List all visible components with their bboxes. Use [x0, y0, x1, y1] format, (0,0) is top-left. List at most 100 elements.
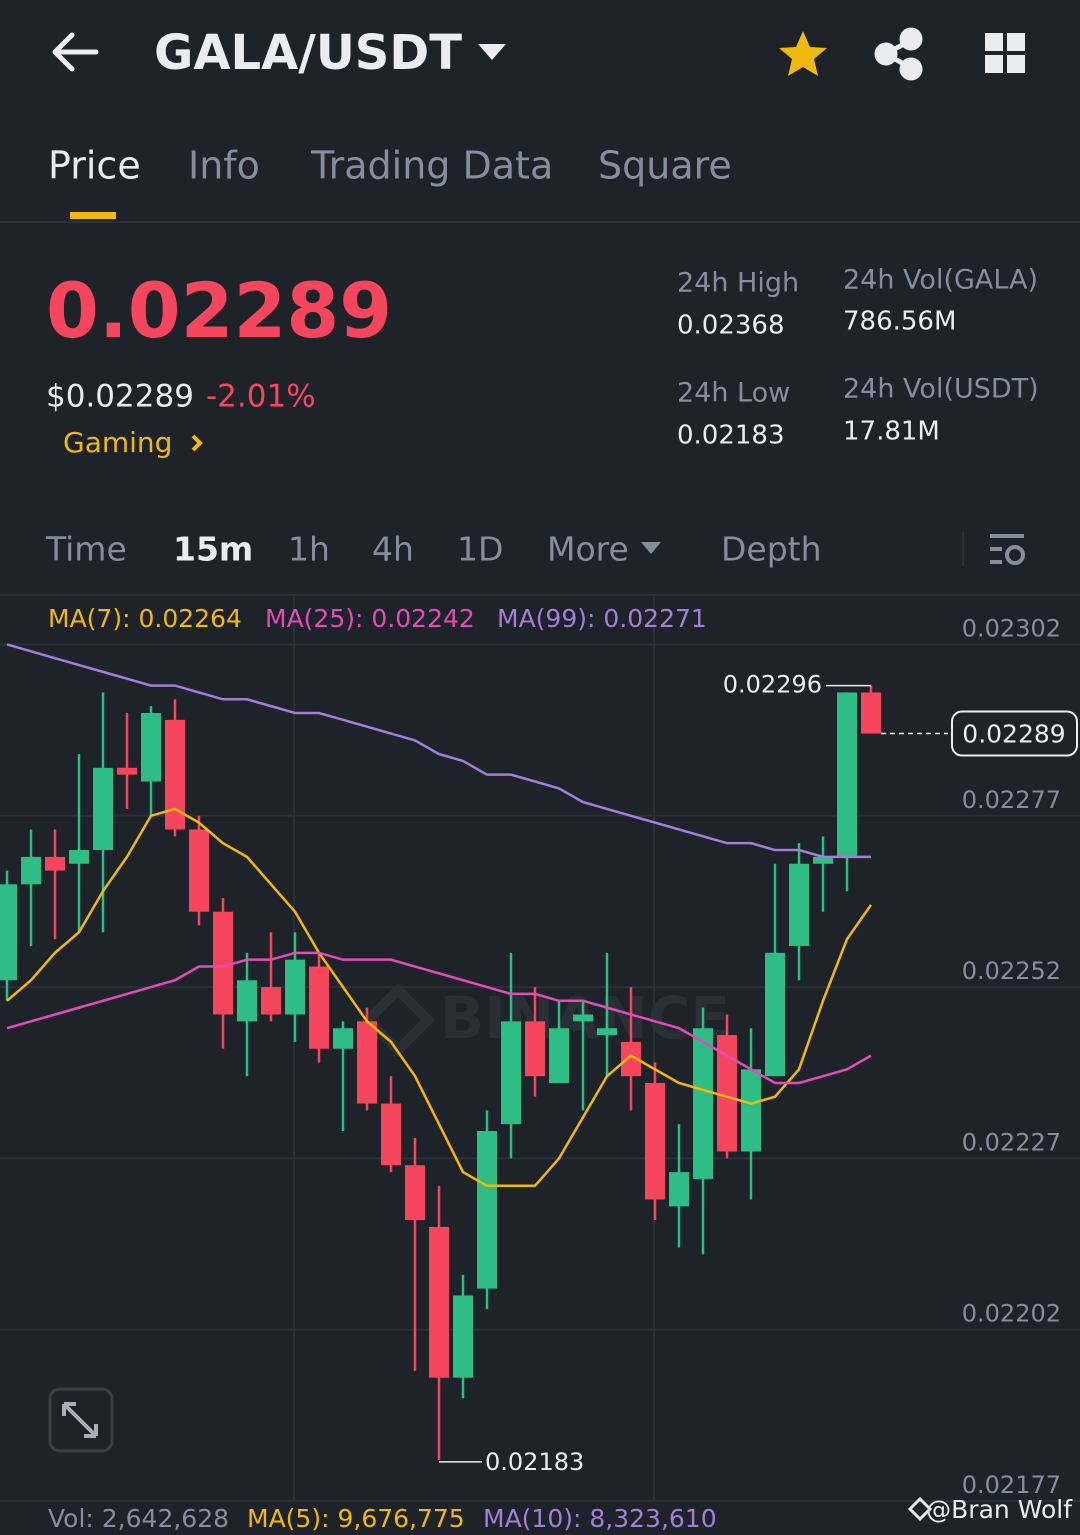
grid-menu[interactable] — [985, 33, 1025, 73]
price-change: -2.01% — [206, 379, 316, 415]
candle-body — [69, 850, 89, 864]
divider — [0, 594, 1080, 596]
candle-body — [813, 856, 833, 864]
candle-body — [189, 829, 209, 912]
volume-ma: MA(10): 8,323,610 — [483, 1504, 717, 1533]
ma-legend-name: MA(99): — [497, 604, 595, 633]
candle-body — [213, 911, 233, 1015]
volume-ma: MA(5): 9,676,775 — [247, 1504, 465, 1533]
stat-label: 24h Vol(GALA) — [843, 265, 1038, 296]
ma-legend-name: MA(7): — [48, 604, 131, 633]
tab[interactable]: Square — [598, 144, 732, 188]
candle-body — [453, 1295, 473, 1378]
favorite-star[interactable] — [779, 31, 827, 76]
candle-body — [357, 1021, 377, 1104]
candle-body — [549, 1028, 569, 1084]
candle-body — [333, 1028, 353, 1049]
chart-settings[interactable] — [990, 534, 1025, 565]
tab[interactable]: Info — [188, 144, 260, 188]
stat-label: 24h Vol(USDT) — [843, 374, 1039, 405]
candle-body — [525, 1021, 545, 1077]
candle-body — [309, 966, 329, 1049]
y-tick-label: 0.02252 — [962, 957, 1061, 985]
ma-legend: MA(7): 0.02264 — [48, 604, 242, 633]
stat-label: 24h Low — [677, 378, 790, 409]
candle-body — [645, 1083, 665, 1200]
candle-body — [789, 863, 809, 946]
candle-body — [693, 1028, 713, 1179]
ma-line — [6, 807, 873, 1188]
ma-legend-name: MA(25): — [265, 604, 363, 633]
y-tick-label: 0.02227 — [962, 1128, 1061, 1156]
ma-legend: MA(25): 0.02242 — [265, 604, 475, 633]
volume-info: Vol: 2,642,628 — [48, 1504, 229, 1533]
candle-body — [381, 1103, 401, 1166]
y-tick-label: 0.02177 — [962, 1471, 1061, 1499]
y-tick-label: 0.02277 — [962, 786, 1061, 814]
candle-body — [597, 1028, 617, 1036]
usd-price: $0.02289 — [46, 379, 194, 415]
stat-value: 786.56M — [843, 307, 956, 337]
ma-legend-value: 0.02242 — [371, 604, 474, 633]
candle-body — [741, 1069, 761, 1152]
candle-body — [21, 856, 41, 885]
candle-body — [429, 1226, 449, 1378]
candle-body — [573, 1014, 593, 1022]
pair-dropdown[interactable] — [478, 44, 506, 60]
candle-body — [861, 692, 881, 734]
separator — [962, 532, 964, 566]
candle-body — [717, 1035, 737, 1152]
candlestick-chart: 0.02302 0.02277 0.02252 0.02227 0.02202 0.021… — [0, 596, 1080, 1502]
interval[interactable]: More — [547, 530, 629, 569]
tab-indicator — [70, 212, 116, 219]
tab[interactable]: Price — [48, 144, 141, 188]
ma-legend-value: 0.02264 — [139, 604, 242, 633]
candle-body — [165, 719, 185, 830]
divider — [0, 221, 1080, 223]
ma-legend-value: 0.02271 — [603, 604, 706, 633]
interval[interactable]: 4h — [372, 530, 414, 569]
candle-body — [261, 987, 281, 1015]
tab[interactable]: Trading Data — [310, 144, 553, 188]
high-label: 0.02296 — [723, 671, 822, 699]
candle-body — [669, 1172, 689, 1207]
back-button[interactable] — [52, 32, 99, 72]
more-dropdown[interactable] — [641, 542, 661, 554]
candle-body — [621, 1041, 641, 1077]
ma-line — [6, 951, 872, 1085]
category-tag[interactable]: Gaming — [63, 426, 172, 459]
expand-button[interactable] — [48, 1387, 114, 1453]
candle-body — [285, 959, 305, 1015]
low-label: 0.02183 — [485, 1448, 584, 1476]
candle-body — [477, 1130, 497, 1289]
stat-value: 17.81M — [843, 417, 940, 447]
candle-body — [45, 856, 65, 871]
share-button[interactable] — [874, 27, 923, 81]
candle-body — [765, 952, 785, 1077]
credit-logo — [907, 1496, 933, 1522]
candle-body — [405, 1165, 425, 1221]
candle-body — [837, 692, 857, 857]
interval[interactable]: Time — [45, 530, 127, 569]
interval[interactable]: 15m — [173, 530, 253, 569]
candle-body — [93, 767, 113, 851]
stat-label: 24h High — [677, 268, 799, 299]
stat-value: 0.02368 — [677, 311, 785, 341]
tag-chevron[interactable] — [191, 434, 203, 452]
interval[interactable]: 1D — [457, 530, 503, 569]
ma-line — [6, 643, 871, 859]
candle-body — [117, 767, 137, 775]
interval[interactable]: 1h — [288, 530, 330, 569]
price-tag-label: 0.02289 — [962, 720, 1065, 749]
ma-legend: MA(99): 0.02271 — [497, 604, 707, 633]
y-tick-label: 0.02202 — [962, 1300, 1061, 1328]
credit: @Bran Wolf — [926, 1495, 1073, 1524]
pair-title[interactable]: GALA/USDT — [154, 25, 462, 81]
interval[interactable]: Depth — [721, 530, 822, 569]
candle-body — [501, 1021, 521, 1125]
candle-body — [0, 884, 17, 981]
stat-value: 0.02183 — [677, 421, 785, 451]
candle-body — [141, 712, 161, 782]
